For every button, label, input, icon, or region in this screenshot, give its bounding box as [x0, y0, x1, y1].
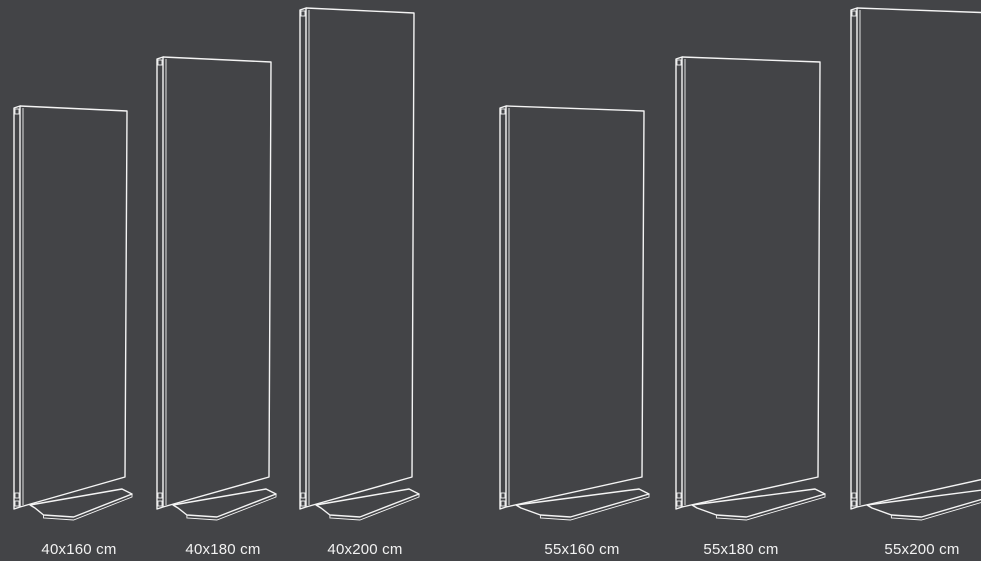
- display-panel-40x160: [13, 105, 133, 521]
- display-panel-55x180: [675, 56, 826, 521]
- display-panel-55x160: [499, 105, 650, 521]
- display-panel-40x200: [299, 7, 420, 521]
- display-panel-40x180: [156, 56, 277, 521]
- display-panel-55x200: [850, 7, 981, 521]
